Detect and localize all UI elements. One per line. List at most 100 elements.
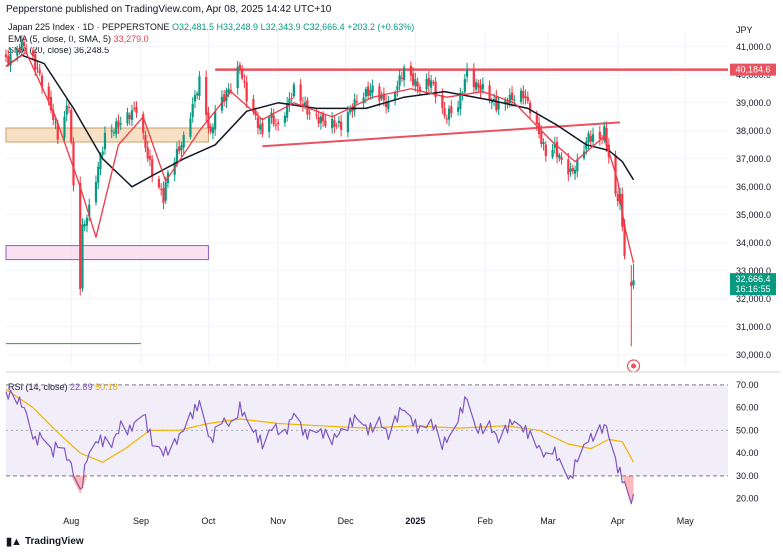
candle-body [241,69,244,79]
candle [362,92,365,109]
candle [133,101,136,112]
candle-body [146,147,149,159]
candle-body [308,112,311,114]
candle [97,161,100,190]
price-tick-label: 35,000.0 [736,210,771,220]
candle [616,191,619,207]
candle [355,94,358,104]
candle [193,90,197,109]
candle-body [229,89,233,91]
candle-body [335,125,338,127]
tradingview-logo-icon: ▮▲ [6,536,22,548]
candle-body [157,178,161,188]
candle [162,181,165,210]
candle [385,95,388,114]
candle-body [340,121,343,130]
candle-body [430,80,433,88]
candle-body [322,113,325,122]
candle-body [277,122,280,125]
candle-body [412,73,415,85]
candle-body [481,84,484,90]
rsi-pane[interactable] [5,384,728,505]
candle-body [182,134,185,148]
candle-body [396,86,399,90]
symbol-label: Japan 225 Index · 1D · PEPPERSTONE [8,22,170,32]
candle-body [443,108,446,116]
candle-body [349,109,352,113]
candle [598,126,601,146]
candle [414,72,417,92]
candle [551,143,554,160]
candle [425,73,428,94]
price-tick-label: 30,000.0 [736,350,771,360]
candle-body [616,194,619,202]
candle-body [214,111,217,130]
rsi-value: 22.89 [70,382,93,392]
time-tick-label: May [677,516,695,526]
candle [544,141,547,162]
candle [474,78,478,93]
candle [463,74,466,95]
publisher-caption: Pepperstone published on TradingView.com… [6,4,332,15]
candle [331,112,334,134]
candle [542,138,545,151]
candle-body [144,135,147,148]
candle-body [456,107,460,112]
candle-body [205,77,208,115]
price-tick-label: 37,000.0 [736,154,771,164]
candle [128,112,131,126]
candle-body [272,115,275,125]
candle [349,105,352,116]
candle [112,128,116,137]
candle-body [193,95,197,102]
candle [378,82,381,107]
candle [238,62,242,75]
candle-body [571,167,574,172]
candle [459,87,462,116]
candle [259,117,262,135]
candle [555,136,559,164]
candle [447,105,451,127]
candle-body [130,110,134,120]
candle-body [189,118,192,137]
time-tick-label: Sep [133,516,149,526]
candle [333,114,336,134]
candle-body [88,204,91,217]
candle [369,83,372,100]
candle-body [256,117,260,128]
candle-body [198,76,201,96]
candle-body [598,131,601,139]
candle [400,71,403,83]
countdown-label: 16:16:55 [735,284,770,294]
currency-label: JPY [736,25,753,35]
candle [70,107,73,145]
candle [79,176,82,296]
candle [36,61,39,74]
candle-body [79,182,82,290]
candle-body [67,106,71,108]
time-tick-label: Mar [540,516,556,526]
candle-body [112,131,116,133]
candle [605,121,608,153]
time-tick-label: Apr [611,516,625,526]
candle-body [49,96,53,111]
time-tick-label: Dec [338,516,355,526]
candle [506,97,509,109]
candle-body [623,224,626,256]
rsi-line [5,389,635,505]
candle-body [115,121,118,134]
candle-body [409,65,412,76]
rsi-oversold-fill [71,475,87,495]
candle [191,97,194,123]
candle-body [261,123,264,135]
price-pane[interactable] [4,30,728,373]
candle [591,127,595,147]
candle-body [346,112,349,133]
tradingview-brand[interactable]: ▮▲ TradingView [6,535,84,548]
candle-body [558,154,561,159]
candle [288,92,291,112]
low-value: L32,343.9 [260,22,301,32]
ema-legend: EMA (5, close, 0, SMA, 5) 33,279.0 [8,34,149,44]
candle [85,214,89,233]
